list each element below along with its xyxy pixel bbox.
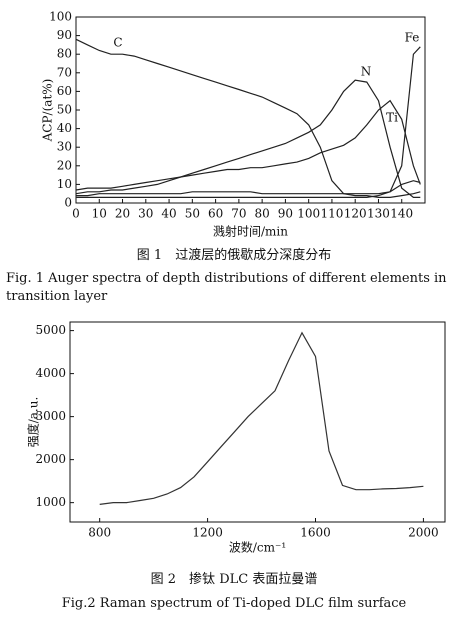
x-tick-label: 10 [92,207,107,221]
y-tick-label: 5000 [35,323,66,337]
caption: 图 2 掺钛 DLC 表面拉曼谱 [150,572,318,587]
series-line [75,99,421,191]
x-tick-label: 90 [278,207,293,221]
series-label: C [113,36,122,50]
chart: 0 10 20 30 40 50 60 70 80 90 100 110 120 130 140010203… [41,10,426,239]
plot-frame [75,16,426,204]
x-tick-label: 20 [115,207,130,221]
series-line [76,180,421,197]
caption: Fig.2 Raman spectrum of Ti-doped DLC fil… [61,596,407,611]
y-tick-label: 4000 [35,366,66,380]
y-tick-label: 70 [57,65,72,79]
x-tick-label: 60 [208,207,223,221]
y-tick-label: 90 [57,28,72,42]
y-tick-label: 1000 [35,495,66,509]
y-tick-label: 100 [49,10,72,24]
x-tick-label: 100 [297,207,320,221]
x-tick-label: 30 [138,207,153,221]
y-tick-label: 10 [57,177,72,191]
y-tick-label: 40 [57,121,72,135]
y-tick-label: 50 [57,103,72,117]
y-tick-label: 3000 [35,409,66,423]
chart: 800 1200 1600 2000 1000 2000 3000 4000 5000 波数/cm… [26,321,446,555]
plot-frame [69,321,446,523]
caption: 图 1 过渡层的俄歇成分深度分布 [136,248,332,263]
x-tick-label: 50 [185,207,200,221]
series-line [75,79,421,198]
y-tick-label: 0 [64,196,72,210]
y-tick-label: 30 [57,140,72,154]
x-tick-label: 0 [72,207,80,221]
y-tick-label: 60 [57,84,72,98]
y-axis-label: ACP/(at%) [41,79,55,143]
x-tick-label: 110 [320,207,343,221]
series-line [76,46,421,198]
x-tick-label: 120 [344,207,367,221]
x-tick-label: 70 [231,207,246,221]
x-tick-label: 140 [390,207,413,221]
x-tick-label: 130 [367,207,390,221]
y-axis-label: 强度/a.u. [26,397,41,448]
x-tick-label: 800 [88,526,111,540]
series-label: Fe [405,31,420,45]
series-line [75,38,421,198]
x-axis-label: 波数/cm⁻¹ [229,540,286,555]
series-line [99,331,424,505]
y-tick-label: 2000 [35,452,66,466]
y-tick-label: 80 [57,47,72,61]
y-tick-label: 20 [57,158,72,172]
x-tick-label: 80 [254,207,269,221]
series-label: Ti [386,111,398,125]
x-tick-label: 1200 [192,526,223,540]
series-label: N [361,65,372,79]
x-tick-label: 40 [161,207,176,221]
x-axis-label: 溅射时间/min [213,224,288,239]
x-tick-label: 2000 [408,526,439,540]
x-tick-label: 1600 [300,526,331,540]
caption: Fig. 1 Auger spectra of depth distributi… [6,271,447,304]
